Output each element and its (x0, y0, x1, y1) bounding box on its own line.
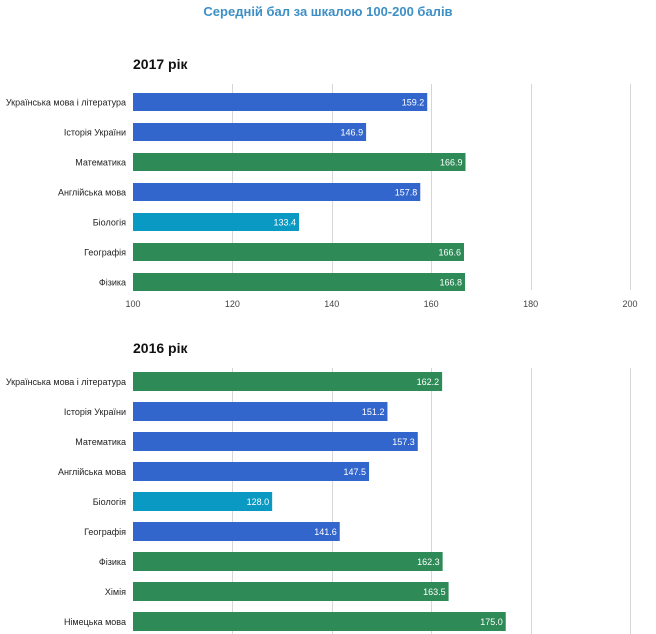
category-label: Математика (75, 158, 126, 168)
category-label: Фізика (99, 278, 126, 288)
bar (133, 153, 466, 171)
category-label: Німецька мова (64, 617, 126, 627)
data-label: 157.3 (392, 437, 415, 447)
category-label: Українська мова і література (6, 98, 126, 108)
data-label: 162.3 (417, 557, 440, 567)
bar (133, 372, 443, 391)
category-label: Англійська мова (58, 188, 126, 198)
data-label: 147.5 (344, 467, 367, 477)
data-label: 128.0 (247, 497, 270, 507)
category-label: Біологія (93, 218, 126, 228)
bar (133, 462, 370, 481)
bar (133, 123, 367, 141)
bar (133, 402, 388, 421)
bar (133, 432, 418, 451)
tick-label: 140 (324, 299, 339, 309)
bar-chart-2017: 159.2 Українська мова і література 146.9 Іс… (6, 84, 638, 309)
tick-label: 120 (225, 299, 240, 309)
data-label: 163.5 (423, 587, 446, 597)
category-label: Хімія (105, 587, 126, 597)
data-label: 146.9 (341, 128, 364, 138)
bar-chart-2016: 162.2 Українська мова і література 151.2 Іс… (6, 368, 631, 634)
category-label: Математика (75, 437, 126, 447)
bar (133, 183, 421, 201)
bar (133, 273, 465, 291)
chart-title-2016: 2016 рік (133, 340, 188, 356)
data-label: 157.8 (395, 188, 418, 198)
tick-label: 200 (622, 299, 637, 309)
data-label: 141.6 (314, 527, 337, 537)
bar (133, 492, 273, 511)
tick-label: 180 (523, 299, 538, 309)
tick-label: 100 (125, 299, 140, 309)
bar (133, 582, 449, 601)
data-label: 133.4 (273, 218, 296, 228)
bar (133, 522, 340, 541)
data-label: 151.2 (362, 407, 385, 417)
category-label: Історія України (64, 128, 126, 138)
data-label: 166.8 (439, 278, 462, 288)
bar (133, 93, 428, 111)
category-label: Фізика (99, 557, 126, 567)
bar (133, 612, 506, 631)
data-label: 166.6 (438, 248, 461, 258)
category-label: Англійська мова (58, 467, 126, 477)
bar (133, 213, 299, 231)
tick-label: 160 (424, 299, 439, 309)
category-label: Історія України (64, 407, 126, 417)
bar (133, 552, 443, 571)
page-title: Середній бал за шкалою 100-200 балів (203, 4, 453, 19)
chart-title-2017: 2017 рік (133, 56, 188, 72)
category-label: Географія (84, 527, 126, 537)
bar (133, 243, 465, 261)
data-label: 159.2 (402, 98, 425, 108)
category-label: Географія (84, 248, 126, 258)
category-label: Українська мова і література (6, 377, 126, 387)
category-label: Біологія (93, 497, 126, 507)
data-label: 162.2 (417, 377, 440, 387)
data-label: 166.9 (440, 158, 463, 168)
data-label: 175.0 (480, 617, 503, 627)
